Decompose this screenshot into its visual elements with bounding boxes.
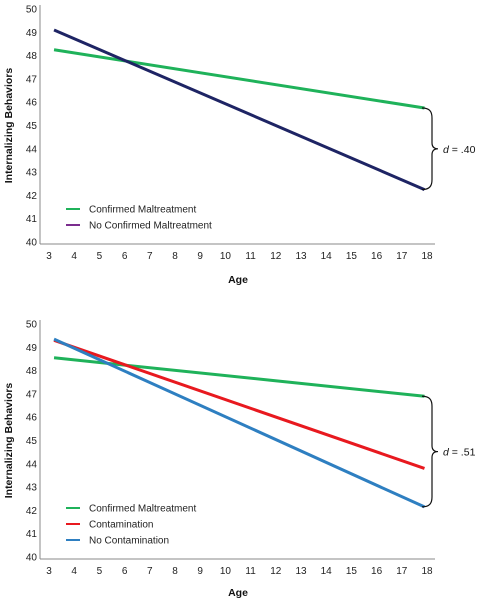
series-line [53,28,426,191]
y-tick-label: 50 [26,5,38,16]
x-tick-label: 7 [147,251,153,262]
y-tick-label: 43 [26,168,38,179]
x-tick-label: 15 [346,566,358,577]
x-tick-label: 12 [270,251,282,262]
x-tick-label: 4 [71,251,77,262]
x-tick-label: 17 [396,251,408,262]
effect-size-value: = .40 [449,144,476,156]
y-tick-label: 47 [26,389,38,400]
x-tick-label: 13 [295,566,307,577]
x-tick-label: 10 [220,566,232,577]
y-tick-label: 48 [26,51,38,62]
x-tick-label: 3 [46,566,52,577]
y-axis-title: Internalizing Behaviors [3,383,15,499]
y-tick-label: 50 [26,320,38,331]
x-tick-label: 16 [371,251,383,262]
y-tick-label: 49 [26,28,38,39]
x-tick-label: 13 [295,251,307,262]
x-tick-label: 18 [421,251,433,262]
x-axis-title: Age [228,587,248,599]
effect-size-bracket [421,107,439,191]
y-tick-label: 41 [26,214,38,225]
y-tick-label: 45 [26,121,38,132]
series-line [53,337,426,509]
x-tick-label: 18 [421,566,433,577]
y-tick-label: 40 [26,553,38,564]
y-tick-label: 47 [26,74,38,85]
effect-size-symbol: d [443,447,450,459]
y-tick-label: 43 [26,483,38,494]
effect-size-symbol: d [443,144,450,156]
y-tick-label: 42 [26,191,38,202]
y-tick-label: 44 [26,459,38,470]
x-tick-label: 11 [245,566,256,577]
x-tick-label: 9 [197,566,203,577]
x-tick-label: 7 [147,566,153,577]
y-tick-label: 40 [26,238,38,249]
x-tick-label: 9 [197,251,203,262]
x-tick-label: 4 [71,566,77,577]
series-line [53,48,425,110]
x-tick-label: 11 [245,251,256,262]
x-tick-label: 10 [220,251,232,262]
x-tick-label: 12 [270,566,282,577]
x-tick-label: 6 [122,566,128,577]
effect-size-value: = .51 [449,447,476,459]
x-tick-label: 6 [122,251,128,262]
effect-size-bracket [421,395,439,508]
x-tick-label: 16 [371,566,383,577]
series-line [53,338,425,470]
y-tick-label: 46 [26,98,38,109]
x-tick-label: 8 [172,566,178,577]
legend-label: No Confirmed Maltreatment [89,221,212,232]
x-tick-label: 15 [346,251,358,262]
y-axis-title: Internalizing Behaviors [3,68,15,184]
x-axis-title: Age [228,274,248,286]
x-tick-label: 17 [396,566,408,577]
y-tick-label: 46 [26,413,38,424]
y-tick-label: 48 [26,366,38,377]
y-tick-label: 45 [26,436,38,447]
x-tick-label: 14 [321,566,333,577]
effect-size-label: d = .51 [443,447,476,459]
legend-label: Confirmed Maltreatment [89,205,196,216]
y-tick-label: 44 [26,144,38,155]
series-line [53,356,425,398]
y-tick-label: 41 [26,529,38,540]
x-tick-label: 5 [97,251,103,262]
x-tick-label: 5 [97,566,103,577]
x-tick-label: 8 [172,251,178,262]
y-tick-label: 49 [26,343,38,354]
legend-label: Confirmed Maltreatment [89,504,196,515]
legend-label: No Contamination [89,536,169,547]
legend-label: Contamination [89,520,153,531]
x-tick-label: 14 [321,251,333,262]
x-tick-label: 3 [46,251,52,262]
effect-size-label: d = .40 [443,144,476,156]
y-tick-label: 42 [26,506,38,517]
